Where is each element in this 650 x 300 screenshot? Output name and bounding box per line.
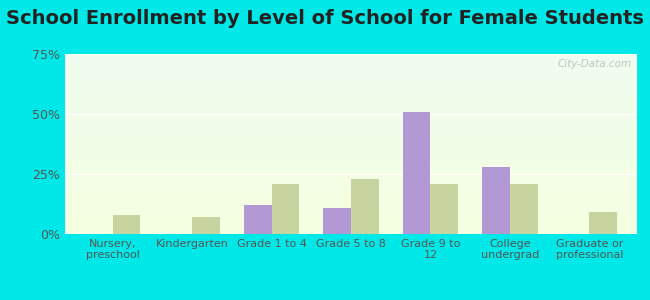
- Bar: [430, 184, 458, 234]
- Text: School Enrollment by Level of School for Female Students: School Enrollment by Level of School for…: [6, 9, 644, 28]
- Bar: [402, 112, 430, 234]
- Bar: [590, 212, 617, 234]
- Bar: [112, 215, 140, 234]
- Bar: [510, 184, 538, 234]
- Bar: [192, 217, 220, 234]
- Bar: [482, 167, 510, 234]
- Bar: [272, 184, 300, 234]
- Bar: [244, 205, 272, 234]
- Bar: [351, 179, 379, 234]
- Bar: [323, 208, 351, 234]
- Text: City-Data.com: City-Data.com: [557, 59, 631, 69]
